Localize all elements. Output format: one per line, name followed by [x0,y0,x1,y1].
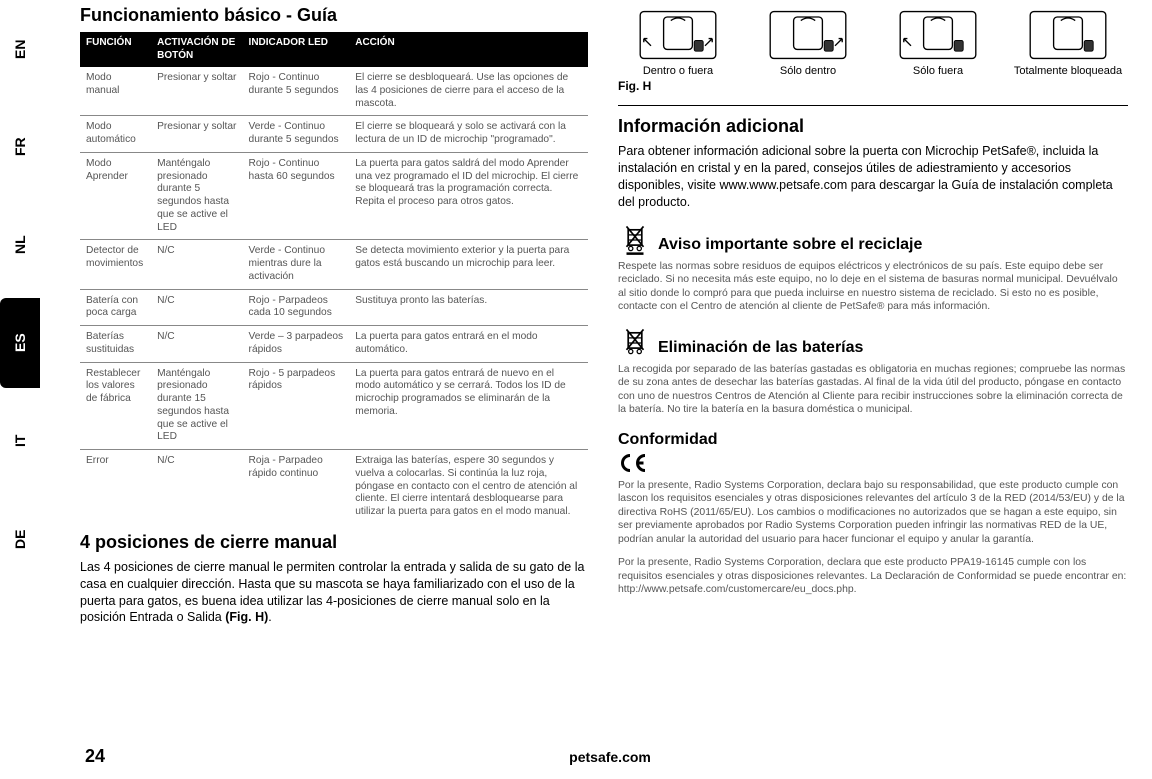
table-cell: Extraiga las baterías, espere 30 segundo… [349,450,588,524]
battery-heading-row: Eliminación de las baterías [618,326,1128,360]
table-cell: Modo manual [80,67,151,116]
lang-tab-en[interactable]: EN [0,4,40,94]
table-cell: Verde – 3 parpadeos rápidos [243,326,350,363]
positions-body: Las 4 posiciones de cierre manual le per… [80,559,588,627]
lock-icon [1008,5,1128,65]
table-cell: Baterías sustituidas [80,326,151,363]
lang-tab-es[interactable]: ES [0,298,40,388]
column-left: Funcionamiento básico - Guía FUNCIÓNACTI… [80,5,588,779]
table-cell: El cierre se bloqueará y solo se activar… [349,116,588,153]
lock-positions-row: Dentro o fuera Sólo dentro Sólo fuera To… [618,5,1128,77]
lang-tab-nl[interactable]: NL [0,200,40,290]
table-cell: Batería con poca carga [80,289,151,326]
lock-position-item: Sólo fuera [878,5,998,77]
lock-icon [748,5,868,65]
table-cell: La puerta para gatos entrará de nuevo en… [349,362,588,450]
page-content: Funcionamiento básico - Guía FUNCIÓNACTI… [80,0,1130,779]
table-cell: Se detecta movimiento exterior y la puer… [349,240,588,289]
table-cell: Verde - Continuo durante 5 segundos [243,116,350,153]
table-cell: Manténgalo presionado durante 5 segundos… [151,152,242,240]
table-row: Batería con poca cargaN/CRojo - Parpadeo… [80,289,588,326]
table-row: Modo automáticoPresionar y soltarVerde -… [80,116,588,153]
weee-icon [618,223,652,257]
lang-tab-fr[interactable]: FR [0,102,40,192]
battery-body: La recogida por separado de las baterías… [618,363,1128,417]
positions-title: 4 posiciones de cierre manual [80,532,588,553]
column-right: Dentro o fuera Sólo dentro Sólo fuera To… [618,5,1128,779]
table-header: ACTIVACIÓN DE BOTÓN [151,32,242,67]
table-row: Detector de movimientosN/CVerde - Contin… [80,240,588,289]
table-header: FUNCIÓN [80,32,151,67]
table-cell: Detector de movimientos [80,240,151,289]
table-cell: Manténgalo presionado durante 15 segundo… [151,362,242,450]
table-cell: Rojo - Continuo hasta 60 segundos [243,152,350,240]
additional-info-body: Para obtener información adicional sobre… [618,143,1128,211]
positions-fig-ref: (Fig. H) [225,610,268,624]
lock-position-item: Dentro o fuera [618,5,738,77]
page-number: 24 [85,746,105,767]
lang-tab-de[interactable]: DE [0,494,40,584]
table-cell: Rojo - Continuo durante 5 segundos [243,67,350,116]
lock-position-item: Totalmente bloqueada [1008,5,1128,77]
table-cell: Modo automático [80,116,151,153]
table-cell: Modo Aprender [80,152,151,240]
table-cell: Rojo - Parpadeos cada 10 segundos [243,289,350,326]
table-cell: Presionar y soltar [151,67,242,116]
positions-text: Las 4 posiciones de cierre manual le per… [80,560,584,625]
table-cell: La puerta para gatos entrará en el modo … [349,326,588,363]
table-cell: N/C [151,240,242,289]
lang-tab-it[interactable]: IT [0,396,40,486]
lock-label: Totalmente bloqueada [1008,65,1128,77]
table-cell: Presionar y soltar [151,116,242,153]
table-row: Modo AprenderManténgalo presionado duran… [80,152,588,240]
site-url: petsafe.com [569,749,651,765]
recycle-heading-row: Aviso importante sobre el reciclaje [618,223,1128,257]
table-cell: N/C [151,450,242,524]
table-cell: Rojo - 5 parpadeos rápidos [243,362,350,450]
conformity-p2: Por la presente, Radio Systems Corporati… [618,556,1128,597]
page-footer: 24 petsafe.com [85,746,1115,767]
table-cell: La puerta para gatos saldrá del modo Apr… [349,152,588,240]
conformity-title: Conformidad [618,431,718,449]
battery-title: Eliminación de las baterías [658,339,863,357]
recycle-body: Respete las normas sobre residuos de equ… [618,260,1128,314]
lock-label: Dentro o fuera [618,65,738,77]
table-cell: Sustituya pronto las baterías. [349,289,588,326]
additional-info-title: Información adicional [618,116,1128,137]
table-cell: Verde - Continuo mientras dure la activa… [243,240,350,289]
lock-icon [878,5,998,65]
table-header: ACCIÓN [349,32,588,67]
language-tabs: ENFRNLESITDE [0,0,40,779]
table-cell: Roja - Parpadeo rápido continuo [243,450,350,524]
table-row: Baterías sustituidasN/CVerde – 3 parpade… [80,326,588,363]
table-cell: N/C [151,289,242,326]
table-row: Modo manualPresionar y soltarRojo - Cont… [80,67,588,116]
figure-h-label: Fig. H [618,79,1128,93]
lock-icon [618,5,738,65]
table-cell: N/C [151,326,242,363]
table-cell: Restablecer los valores de fábrica [80,362,151,450]
conformity-p1: Por la presente, Radio Systems Corporati… [618,479,1128,547]
table-cell: El cierre se desbloqueará. Use las opcio… [349,67,588,116]
ce-mark [618,452,1128,479]
divider [618,105,1128,106]
table-row: Restablecer los valores de fábricaMantén… [80,362,588,450]
table-header: INDICADOR LED [243,32,350,67]
basic-operation-title: Funcionamiento básico - Guía [80,5,588,26]
recycle-title: Aviso importante sobre el reciclaje [658,236,922,254]
table-row: ErrorN/CRoja - Parpadeo rápido continuoE… [80,450,588,524]
operation-table: FUNCIÓNACTIVACIÓN DE BOTÓNINDICADOR LEDA… [80,32,588,524]
lock-position-item: Sólo dentro [748,5,868,77]
table-cell: Error [80,450,151,524]
lock-label: Sólo fuera [878,65,998,77]
lock-label: Sólo dentro [748,65,868,77]
battery-bin-icon [618,326,652,360]
